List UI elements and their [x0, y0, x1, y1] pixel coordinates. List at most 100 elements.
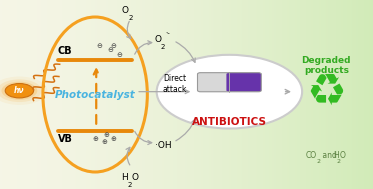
- Bar: [345, 0, 347, 189]
- Text: 2: 2: [316, 159, 320, 164]
- Bar: [196, 0, 198, 189]
- Text: ⊕: ⊕: [103, 132, 109, 138]
- Bar: [313, 0, 315, 189]
- Bar: [2, 0, 4, 189]
- Bar: [332, 0, 334, 189]
- Bar: [168, 0, 170, 189]
- Bar: [213, 0, 214, 189]
- Bar: [6, 0, 7, 189]
- Bar: [97, 0, 99, 189]
- Bar: [246, 0, 248, 189]
- Bar: [99, 0, 101, 189]
- Bar: [220, 0, 222, 189]
- Text: ⊕: ⊕: [101, 139, 107, 145]
- Bar: [190, 0, 192, 189]
- Bar: [103, 0, 104, 189]
- Bar: [60, 0, 62, 189]
- Bar: [369, 0, 371, 189]
- Bar: [50, 0, 52, 189]
- Bar: [310, 0, 311, 189]
- Bar: [48, 0, 50, 189]
- FancyBboxPatch shape: [226, 73, 261, 92]
- Bar: [349, 0, 351, 189]
- Bar: [22, 0, 24, 189]
- Bar: [106, 0, 108, 189]
- Bar: [45, 0, 47, 189]
- Bar: [364, 0, 366, 189]
- Bar: [144, 0, 145, 189]
- Bar: [123, 0, 125, 189]
- Text: H: H: [333, 151, 339, 160]
- Bar: [270, 0, 272, 189]
- Bar: [132, 0, 134, 189]
- Bar: [272, 0, 274, 189]
- Bar: [261, 0, 263, 189]
- Bar: [297, 0, 298, 189]
- Text: ⊖: ⊖: [96, 43, 102, 49]
- Bar: [367, 0, 369, 189]
- Bar: [325, 0, 326, 189]
- Text: ·OH: ·OH: [155, 141, 172, 150]
- Bar: [366, 0, 367, 189]
- Bar: [338, 0, 339, 189]
- Bar: [343, 0, 345, 189]
- Bar: [114, 0, 116, 189]
- Bar: [166, 0, 168, 189]
- Bar: [347, 0, 349, 189]
- Bar: [252, 0, 254, 189]
- Bar: [300, 0, 302, 189]
- Text: ⊖: ⊖: [116, 52, 122, 58]
- Bar: [28, 0, 30, 189]
- Text: 2: 2: [337, 159, 341, 164]
- Bar: [63, 0, 65, 189]
- Bar: [140, 0, 142, 189]
- Bar: [194, 0, 196, 189]
- Bar: [293, 0, 295, 189]
- Circle shape: [1, 82, 37, 100]
- Bar: [315, 0, 317, 189]
- Bar: [360, 0, 362, 189]
- Bar: [41, 0, 43, 189]
- Circle shape: [157, 55, 302, 129]
- Bar: [4, 0, 6, 189]
- Text: 2: 2: [160, 44, 165, 50]
- Text: CO: CO: [306, 151, 317, 160]
- Bar: [54, 0, 56, 189]
- Text: Direct
attack: Direct attack: [162, 74, 187, 94]
- Bar: [216, 0, 218, 189]
- Bar: [339, 0, 341, 189]
- Bar: [276, 0, 278, 189]
- Bar: [30, 0, 32, 189]
- Bar: [358, 0, 360, 189]
- Bar: [274, 0, 276, 189]
- Bar: [283, 0, 285, 189]
- Bar: [242, 0, 244, 189]
- Bar: [164, 0, 166, 189]
- Bar: [35, 0, 37, 189]
- Bar: [295, 0, 297, 189]
- Bar: [319, 0, 321, 189]
- Bar: [186, 0, 188, 189]
- Bar: [88, 0, 90, 189]
- Text: 2: 2: [127, 182, 132, 188]
- Bar: [93, 0, 95, 189]
- Bar: [95, 0, 97, 189]
- Bar: [278, 0, 280, 189]
- Text: VB: VB: [58, 134, 73, 144]
- Bar: [287, 0, 289, 189]
- Bar: [265, 0, 267, 189]
- FancyBboxPatch shape: [198, 73, 232, 92]
- Text: ⊕: ⊕: [111, 136, 117, 142]
- Bar: [34, 0, 35, 189]
- Text: ⊖: ⊖: [107, 47, 113, 53]
- Bar: [179, 0, 181, 189]
- Bar: [52, 0, 54, 189]
- Bar: [304, 0, 306, 189]
- Bar: [239, 0, 241, 189]
- Bar: [263, 0, 265, 189]
- Bar: [142, 0, 144, 189]
- Bar: [302, 0, 304, 189]
- Circle shape: [0, 79, 42, 102]
- Bar: [155, 0, 157, 189]
- Text: ⊕: ⊕: [92, 136, 98, 142]
